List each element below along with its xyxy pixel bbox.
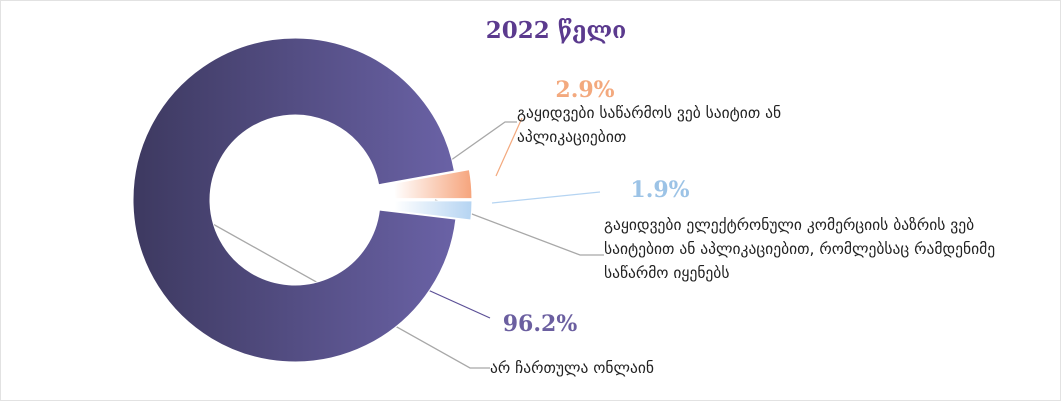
slice xyxy=(392,168,473,200)
leader-lines xyxy=(169,121,604,369)
slice-label: არ ჩართულა ონლაინ xyxy=(490,359,655,377)
leader-line xyxy=(436,121,517,171)
leader-line xyxy=(434,199,604,256)
slice-label: გაყიდვები საწარმოს ვებ საიტით ან აპლიკაც… xyxy=(517,104,782,146)
accent-line xyxy=(427,289,491,319)
slice xyxy=(393,200,473,221)
slice xyxy=(132,37,457,363)
value-label: 1.9% xyxy=(630,177,689,203)
value-label: 96.2% xyxy=(503,311,578,337)
accent-line xyxy=(495,117,523,177)
value-label: 2.9% xyxy=(555,77,614,103)
slice-label: გაყიდვები ელექტრონული კომერციის ბაზრის ვ… xyxy=(604,216,996,282)
chart-title: 2022 წელი xyxy=(486,17,627,44)
leader-line xyxy=(169,199,490,369)
accent-line xyxy=(491,191,601,204)
